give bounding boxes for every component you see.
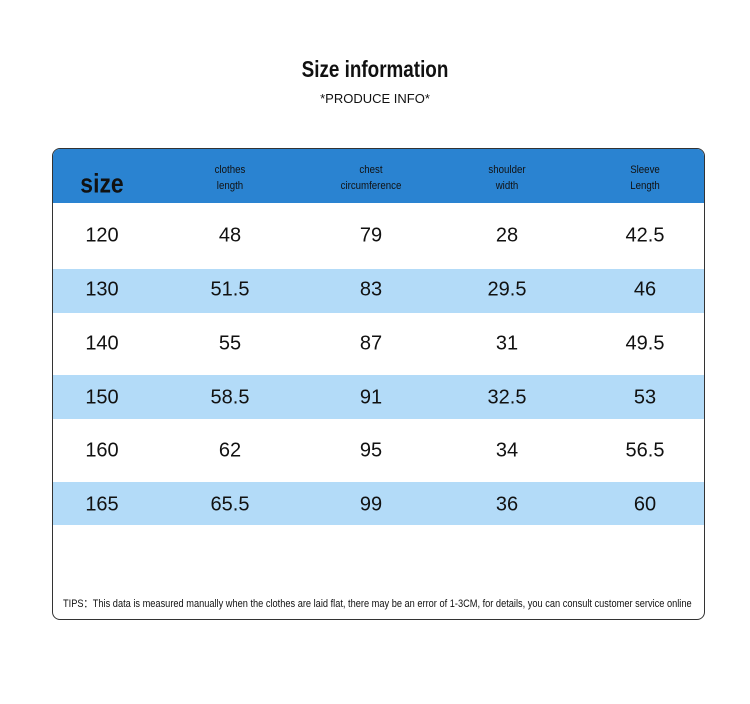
table-cell: 87 bbox=[359, 332, 383, 355]
header-line: Length bbox=[630, 180, 660, 192]
column-header: chest circumference bbox=[341, 162, 402, 194]
column-header: shoulder width bbox=[488, 162, 525, 194]
table-cell: 56.5 bbox=[625, 439, 665, 462]
table-cell: 51.5 bbox=[210, 278, 250, 301]
table-cell: 150 bbox=[85, 386, 119, 409]
column-header: size bbox=[80, 168, 124, 199]
header-line: chest bbox=[359, 164, 383, 176]
table-cell: 130 bbox=[85, 278, 119, 301]
header-line: width bbox=[495, 180, 519, 192]
header-line: length bbox=[216, 180, 244, 192]
table-cell: 140 bbox=[85, 332, 119, 355]
table-cell: 120 bbox=[85, 224, 119, 247]
table-cell: 83 bbox=[359, 278, 383, 301]
table-cell: 31 bbox=[495, 332, 519, 355]
header-line: shoulder bbox=[488, 164, 526, 176]
table-cell: 29.5 bbox=[487, 278, 527, 301]
tips: TIPS：This data is measured manually when… bbox=[63, 598, 692, 610]
title: Size information bbox=[301, 56, 449, 82]
table-cell: 79 bbox=[359, 224, 383, 247]
table-cell: 36 bbox=[495, 493, 519, 516]
table-cell: 95 bbox=[359, 439, 383, 462]
column-header: Sleeve Length bbox=[630, 162, 660, 194]
table-cell: 53 bbox=[633, 386, 657, 409]
header-line: Sleeve bbox=[630, 164, 660, 176]
row-band bbox=[53, 482, 704, 525]
table-cell: 42.5 bbox=[625, 224, 665, 247]
table-cell: 28 bbox=[495, 224, 519, 247]
table-cell: 160 bbox=[85, 439, 119, 462]
table-cell: 55 bbox=[218, 332, 242, 355]
table-cell: 58.5 bbox=[210, 386, 250, 409]
subtitle: *PRODUCE INFO* bbox=[320, 91, 430, 106]
table-header bbox=[53, 149, 704, 203]
table-cell: 60 bbox=[633, 493, 657, 516]
table-cell: 34 bbox=[495, 439, 519, 462]
row-band bbox=[53, 269, 704, 313]
column-header: clothes length bbox=[215, 162, 246, 194]
header-line: circumference bbox=[340, 180, 402, 192]
table-cell: 99 bbox=[359, 493, 383, 516]
table-cell: 49.5 bbox=[625, 332, 665, 355]
table-cell: 165 bbox=[85, 493, 119, 516]
table-cell: 65.5 bbox=[210, 493, 250, 516]
table-cell: 91 bbox=[359, 386, 383, 409]
table-cell: 62 bbox=[218, 439, 242, 462]
size-table: TIPS：This data is measured manually when… bbox=[52, 148, 705, 620]
table-cell: 48 bbox=[218, 224, 242, 247]
table-cell: 32.5 bbox=[487, 386, 527, 409]
table-cell: 46 bbox=[633, 278, 657, 301]
header-line: clothes bbox=[214, 164, 246, 176]
row-band bbox=[53, 375, 704, 419]
